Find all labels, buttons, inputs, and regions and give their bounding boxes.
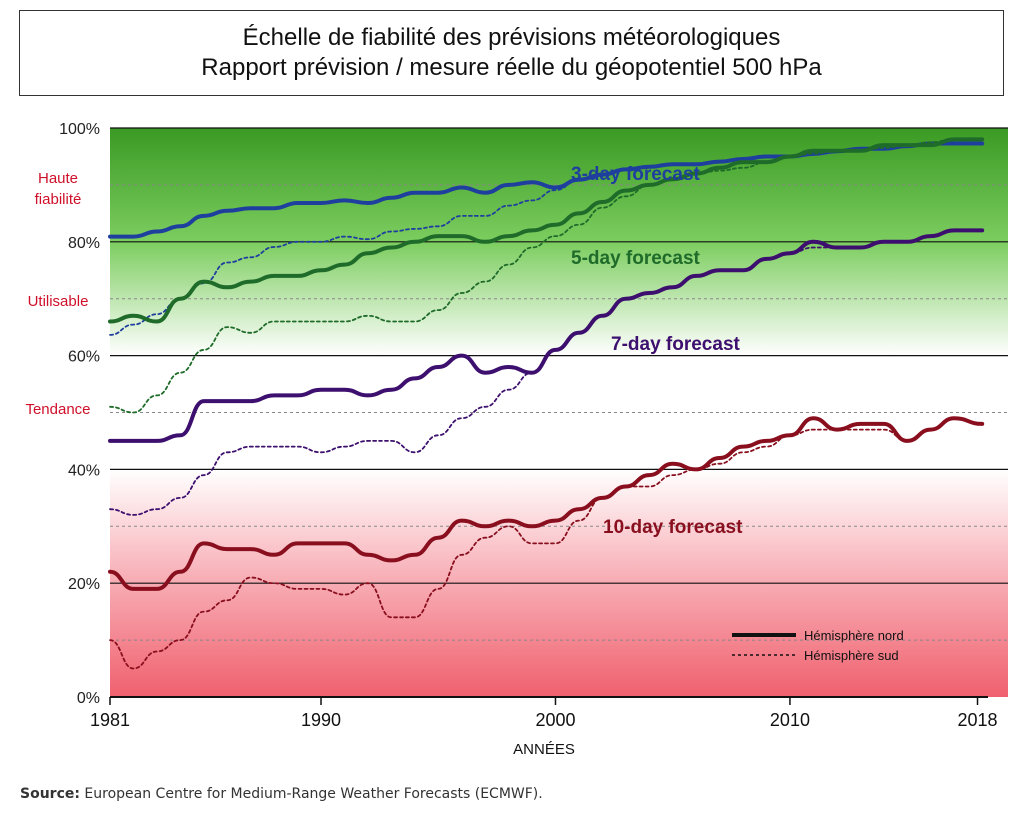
series-line-10day-sud bbox=[109, 417, 984, 670]
zone-label: fiabilité bbox=[35, 191, 82, 208]
source-note: Source: European Centre for Medium-Range… bbox=[20, 786, 543, 802]
zone-label: Haute bbox=[38, 170, 78, 187]
series-line-7day-sud bbox=[109, 229, 984, 516]
x-tick-label: 2018 bbox=[957, 710, 997, 730]
y-tick-label: 100% bbox=[59, 121, 100, 138]
y-tick-label: 40% bbox=[68, 462, 100, 479]
forecast-chart: 3-day forecast 5-day forecast 7-day foreca… bbox=[25, 121, 1008, 758]
x-tick-label: 1981 bbox=[90, 710, 130, 730]
x-axis-label: ANNÉES bbox=[513, 741, 575, 758]
x-tick-label: 2000 bbox=[535, 710, 575, 730]
chart-title-line2: Rapport prévision / mesure réelle du géo… bbox=[201, 54, 822, 81]
series-label: 5-day forecast bbox=[571, 248, 701, 269]
x-tick-label: 2010 bbox=[770, 710, 810, 730]
zone-label: Utilisable bbox=[28, 293, 89, 310]
chart-title-line1: Échelle de fiabilité des prévisions mété… bbox=[242, 24, 781, 51]
y-tick-label: 60% bbox=[68, 349, 100, 366]
series-label: 10-day forecast bbox=[603, 517, 743, 538]
series-line-5day-sud bbox=[109, 138, 984, 414]
legend-label-nord: Hémisphère nord bbox=[804, 628, 904, 643]
series-label: 7-day forecast bbox=[611, 334, 741, 355]
x-tick-label: 1990 bbox=[301, 710, 341, 730]
source-label: Source: bbox=[20, 786, 80, 802]
y-tick-label: 80% bbox=[68, 235, 100, 252]
zone-label: Tendance bbox=[25, 401, 90, 418]
series-label: 3-day forecast bbox=[571, 164, 701, 185]
source-text: European Centre for Medium-Range Weather… bbox=[84, 786, 543, 802]
y-tick-label: 0% bbox=[77, 690, 100, 707]
title-box: Échelle de fiabilité des prévisions mété… bbox=[19, 10, 1004, 96]
legend-label-sud: Hémisphère sud bbox=[804, 648, 899, 663]
zone-band-middle bbox=[110, 355, 1008, 470]
y-tick-label: 20% bbox=[68, 576, 100, 593]
